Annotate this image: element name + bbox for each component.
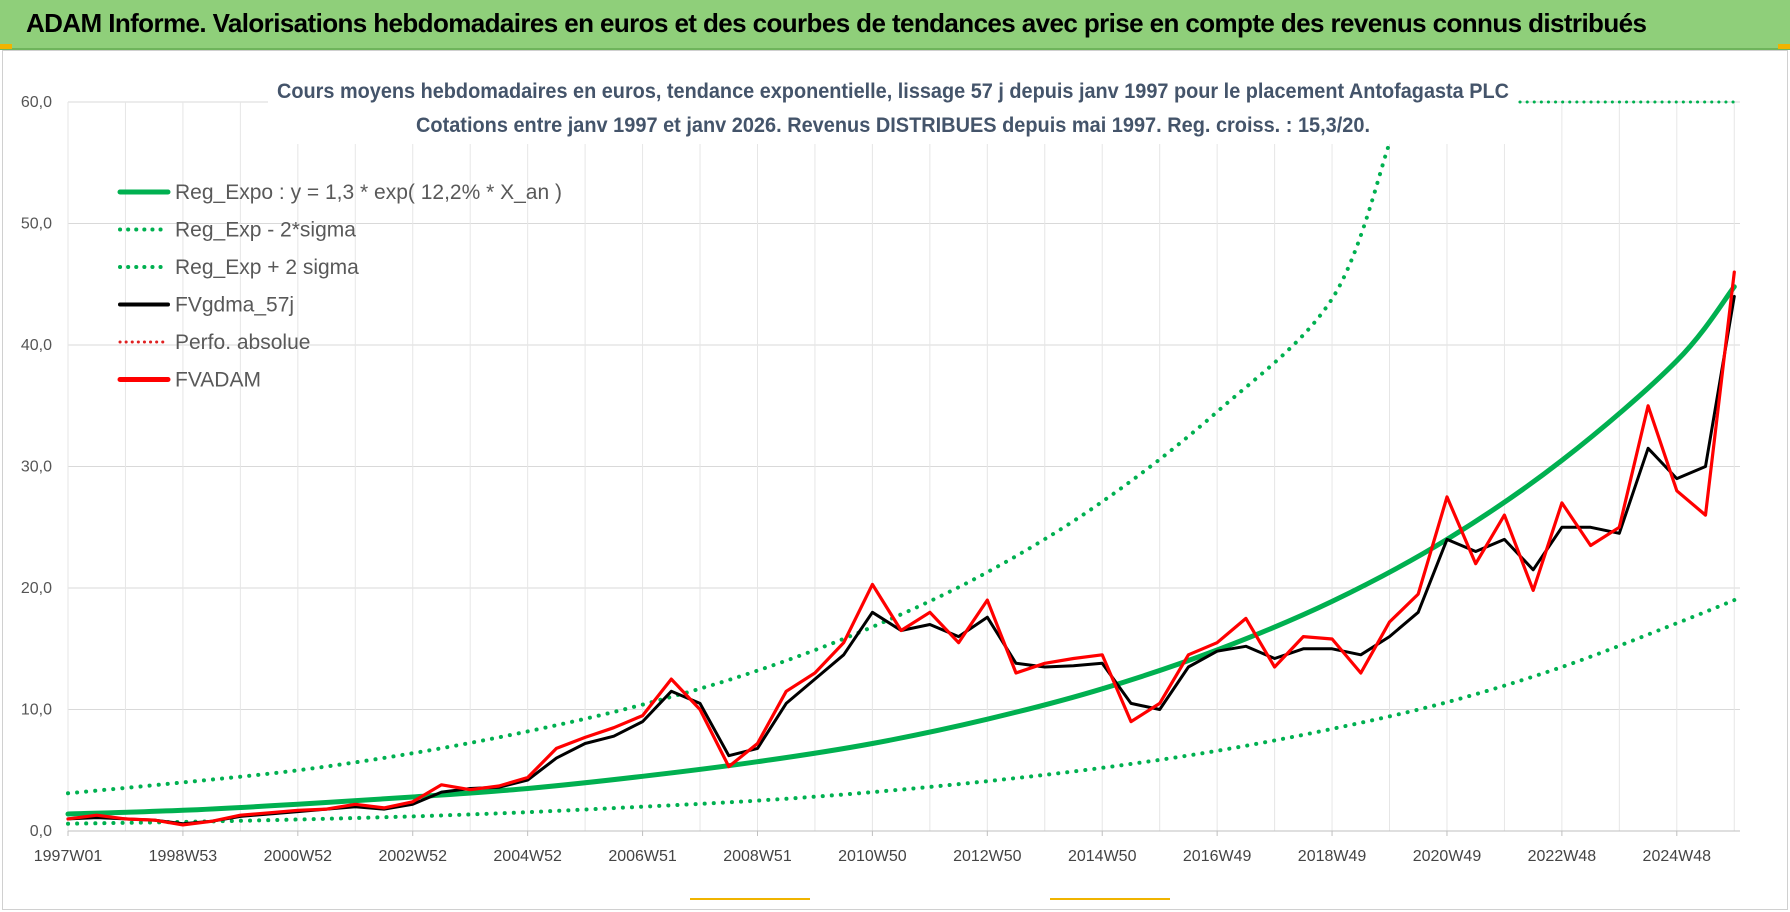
frame-mark-bottom-1 [690, 898, 810, 900]
x-tick-label: 1997W01 [34, 848, 103, 865]
y-tick-label: 10,0 [21, 702, 52, 719]
y-tick-label: 40,0 [21, 337, 52, 354]
upper-band-line [66, 141, 1392, 796]
chart-frame [2, 50, 1788, 910]
header-banner: ADAM Informe. Valorisations hebdomadaire… [0, 0, 1790, 50]
legend-label: FVgdma_57j [175, 294, 294, 317]
legend-label: FVADAM [175, 369, 261, 392]
legend: Reg_Expo : y = 1,3 * exp( 12,2% * X_an )… [117, 181, 562, 392]
x-tick-label: 2002W52 [378, 848, 447, 865]
chart-title-line-1: Cours moyens hebdomadaires en euros, ten… [277, 80, 1509, 103]
trend-line [65, 284, 1737, 817]
fvadam-line [66, 270, 1736, 827]
x-tick-label: 2018W49 [1298, 848, 1367, 865]
frame-corner-left [0, 44, 12, 49]
fvgdma-line [66, 294, 1736, 826]
y-tick-label: 20,0 [21, 580, 52, 597]
series [65, 100, 1742, 827]
y-tick-label: 0,0 [30, 823, 52, 840]
banner-title: ADAM Informe. Valorisations hebdomadaire… [26, 8, 1647, 38]
legend-label: Perfo. absolue [175, 331, 310, 354]
frame-corner-right [1778, 44, 1790, 49]
x-tick-label: 2020W49 [1413, 848, 1482, 865]
x-tick-label: 2016W49 [1183, 848, 1252, 865]
x-tick-label: 2010W50 [838, 848, 907, 865]
axes: 0,0 10,0 20,0 30,0 40,0 50,0 60,0 1997W01 1998W5… [21, 94, 1740, 865]
x-tick-label: 2008W51 [723, 848, 792, 865]
x-tick-label: 2000W52 [264, 848, 333, 865]
lower-band-line [66, 598, 1737, 826]
legend-label: Reg_Exp - 2*sigma [175, 219, 356, 242]
y-tick-label: 60,0 [21, 94, 52, 111]
x-tick-label: 2004W52 [493, 848, 562, 865]
x-tick-label: 2012W50 [953, 848, 1022, 865]
y-tick-label: 50,0 [21, 216, 52, 233]
grid [67, 101, 1740, 832]
legend-label: Reg_Expo : y = 1,3 * exp( 12,2% * X_an ) [175, 181, 562, 204]
x-tick-label: 2022W48 [1528, 848, 1597, 865]
x-tick-label: 2006W51 [608, 848, 677, 865]
legend-label: Reg_Exp + 2 sigma [175, 256, 359, 279]
chart-title-line-2: Cotations entre janv 1997 et janv 2026. … [416, 114, 1370, 137]
title-background [268, 72, 1518, 144]
x-tick-label: 1998W53 [149, 848, 218, 865]
frame-mark-bottom-2 [1050, 898, 1170, 900]
y-tick-label: 30,0 [21, 459, 52, 476]
x-tick-label: 2024W48 [1643, 848, 1712, 865]
chart-title: Cours moyens hebdomadaires en euros, ten… [268, 72, 1518, 144]
x-tick-label: 2014W50 [1068, 848, 1137, 865]
